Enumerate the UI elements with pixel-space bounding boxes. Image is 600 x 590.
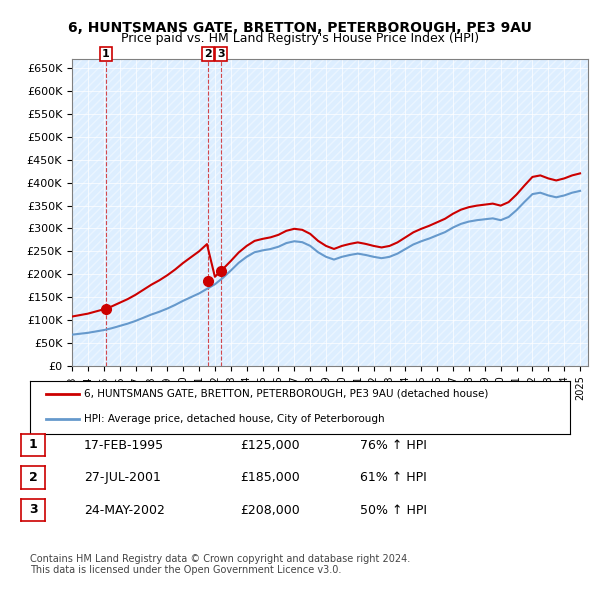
Text: HPI: Average price, detached house, City of Peterborough: HPI: Average price, detached house, City… (84, 414, 385, 424)
Text: 17-FEB-1995: 17-FEB-1995 (84, 439, 164, 452)
Text: Contains HM Land Registry data © Crown copyright and database right 2024.
This d: Contains HM Land Registry data © Crown c… (30, 553, 410, 575)
Text: £125,000: £125,000 (240, 439, 299, 452)
Text: 2: 2 (204, 49, 212, 59)
Text: 27-JUL-2001: 27-JUL-2001 (84, 471, 161, 484)
Text: 2: 2 (29, 471, 37, 484)
Text: 61% ↑ HPI: 61% ↑ HPI (360, 471, 427, 484)
Text: 50% ↑ HPI: 50% ↑ HPI (360, 504, 427, 517)
Text: 3: 3 (29, 503, 37, 516)
Text: 1: 1 (102, 49, 110, 59)
Text: 6, HUNTSMANS GATE, BRETTON, PETERBOROUGH, PE3 9AU (detached house): 6, HUNTSMANS GATE, BRETTON, PETERBOROUGH… (84, 389, 488, 399)
Text: 24-MAY-2002: 24-MAY-2002 (84, 504, 165, 517)
Text: 1: 1 (29, 438, 37, 451)
Text: £208,000: £208,000 (240, 504, 300, 517)
Text: 76% ↑ HPI: 76% ↑ HPI (360, 439, 427, 452)
Text: 3: 3 (217, 49, 225, 59)
Text: Price paid vs. HM Land Registry's House Price Index (HPI): Price paid vs. HM Land Registry's House … (121, 32, 479, 45)
Text: 6, HUNTSMANS GATE, BRETTON, PETERBOROUGH, PE3 9AU: 6, HUNTSMANS GATE, BRETTON, PETERBOROUGH… (68, 21, 532, 35)
Text: £185,000: £185,000 (240, 471, 300, 484)
